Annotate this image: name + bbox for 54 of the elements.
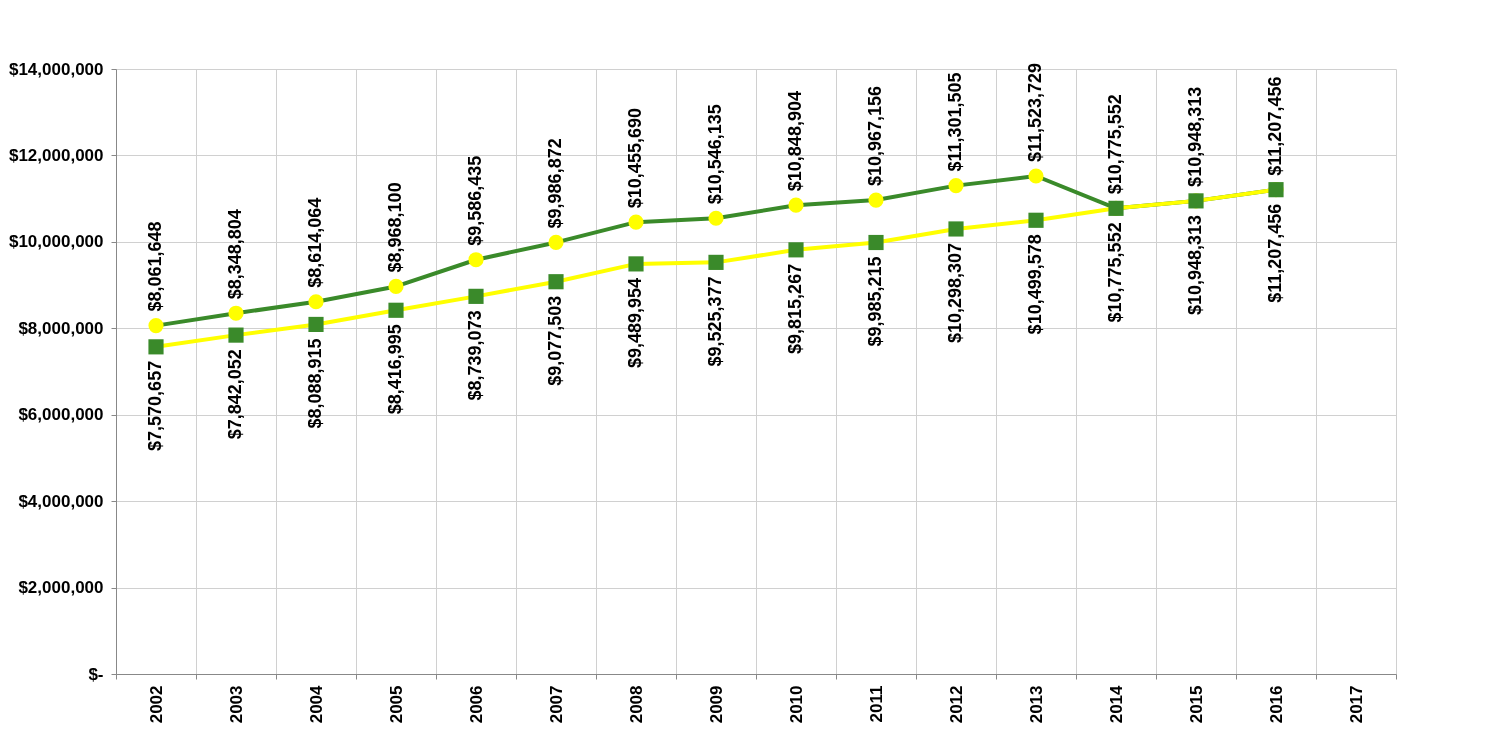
data-label: $8,061,648 — [145, 221, 165, 312]
x-tick-label: 2005 — [386, 685, 406, 724]
data-label: $9,525,377 — [705, 276, 725, 367]
data-label: $10,775,552 — [1105, 222, 1125, 323]
x-tick-label: 2004 — [306, 684, 326, 724]
y-tick-label: $10,000,000 — [8, 232, 104, 252]
x-tick-label: 2012 — [946, 685, 966, 724]
data-label: $10,455,690 — [625, 108, 645, 209]
data-label: $8,088,915 — [305, 338, 325, 429]
x-tick-label: 2003 — [226, 685, 246, 724]
data-label: $9,077,503 — [545, 295, 565, 386]
data-label: $11,301,505 — [945, 72, 965, 172]
x-tick-label: 2010 — [786, 685, 806, 724]
x-tick-label: 2014 — [1106, 684, 1126, 724]
data-label: $9,985,215 — [865, 256, 885, 347]
x-tick-label: 2011 — [866, 685, 886, 723]
data-label: $11,523,729 — [1025, 62, 1045, 163]
data-label: $7,570,657 — [145, 360, 165, 451]
x-tick-label: 2008 — [626, 685, 646, 724]
y-tick-label: $8,000,000 — [18, 318, 104, 338]
data-label: $11,207,456 — [1265, 76, 1285, 176]
y-tick-label: $14,000,000 — [8, 59, 104, 79]
data-label: $8,614,064 — [305, 197, 325, 288]
data-label: $9,586,435 — [465, 155, 485, 246]
y-tick-label: $4,000,000 — [18, 491, 104, 511]
data-label: $7,842,052 — [225, 349, 245, 440]
x-tick-label: 2009 — [706, 685, 726, 724]
data-label: $8,348,804 — [225, 209, 245, 300]
data-label: $8,739,073 — [465, 310, 485, 401]
data-label: $8,968,100 — [385, 182, 405, 273]
y-tick-label: $12,000,000 — [8, 145, 104, 165]
y-tick-label: $- — [88, 664, 104, 684]
x-tick-label: 2016 — [1266, 685, 1286, 724]
data-label: $8,416,995 — [385, 324, 405, 415]
x-tick-label: 2017 — [1346, 685, 1366, 724]
data-label: $10,499,578 — [1025, 234, 1045, 335]
y-tick-label: $2,000,000 — [18, 578, 104, 598]
data-label: $10,848,904 — [785, 91, 805, 192]
data-label: $9,986,872 — [545, 138, 565, 229]
data-label: $10,546,135 — [705, 104, 725, 205]
data-label: $10,967,156 — [865, 85, 885, 187]
x-tick-label: 2007 — [546, 685, 566, 724]
data-label: $10,948,313 — [1185, 86, 1205, 187]
data-label: $10,298,307 — [945, 242, 965, 344]
x-tick-label: 2015 — [1186, 685, 1206, 724]
x-tick-label: 2013 — [1026, 685, 1046, 724]
x-tick-label: 2006 — [466, 685, 486, 724]
data-label: $9,815,267 — [785, 263, 805, 354]
y-tick-label: $6,000,000 — [18, 405, 104, 425]
data-label: $10,775,552 — [1105, 94, 1125, 195]
data-label: $9,489,954 — [625, 277, 645, 368]
x-tick-label: 2002 — [146, 685, 166, 724]
data-label: $11,207,456 — [1265, 203, 1285, 303]
data-label: $10,948,313 — [1185, 214, 1205, 315]
